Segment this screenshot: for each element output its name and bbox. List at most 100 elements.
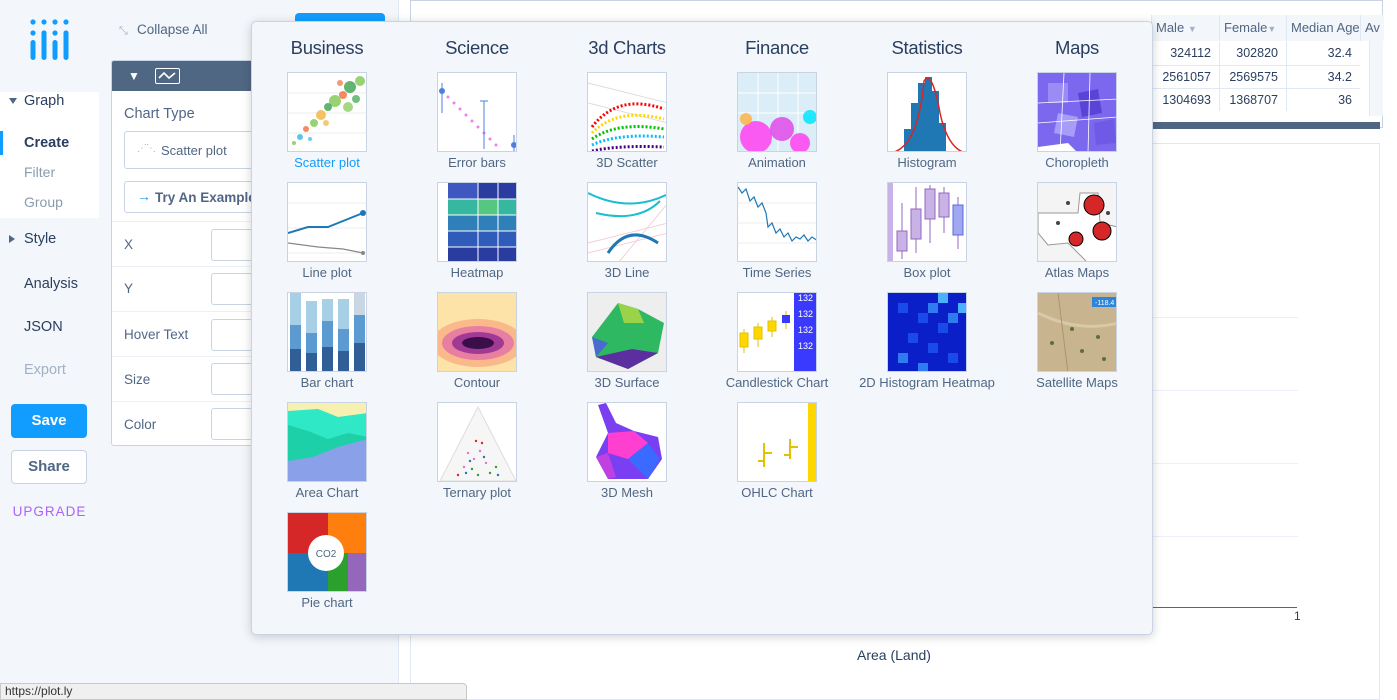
save-button[interactable]: Save	[11, 404, 87, 438]
pie-chart-thumbnail-icon: CO2	[287, 512, 367, 592]
nav-analysis[interactable]: Analysis	[24, 276, 78, 292]
subnav-filter[interactable]: Filter	[24, 164, 56, 180]
field-label-color: Color	[124, 417, 157, 432]
chart-option-atlas-maps[interactable]: Atlas Maps	[1002, 182, 1152, 288]
ternary-plot-thumbnail-icon	[437, 402, 517, 482]
sort-icon: ▼	[1187, 24, 1197, 34]
upgrade-link[interactable]: UPGRADE	[12, 504, 87, 519]
scatter-plot-thumbnail-icon	[287, 72, 367, 152]
nav-json[interactable]: JSON	[24, 319, 63, 335]
header-label: Male	[1156, 20, 1185, 35]
chart-option-label: 3D Mesh	[600, 485, 654, 500]
chart-option-label: Time Series	[742, 265, 812, 280]
chart-option-contour[interactable]: Contour	[402, 292, 552, 398]
chart-option-area-chart[interactable]: Area Chart	[252, 402, 402, 508]
chart-option-candlestick-chart[interactable]: 132 132 132 132 Candlestick Chart	[702, 292, 852, 398]
x-axis-title: Area (Land)	[857, 647, 931, 663]
chart-option-label: Bar chart	[300, 375, 354, 390]
collapse-all-button[interactable]: ⤡ Collapse All	[119, 22, 208, 38]
plotly-logo-icon[interactable]	[26, 18, 72, 62]
nav-graph[interactable]: Graph	[0, 92, 99, 126]
gridline	[1152, 390, 1298, 391]
grid-header-median-age[interactable]: Median Age▼	[1286, 15, 1360, 41]
chart-option-label: Heatmap	[450, 265, 504, 280]
add-trace-button[interactable]	[295, 13, 385, 23]
share-button[interactable]: Share	[11, 450, 87, 484]
caret-down-icon	[9, 98, 17, 104]
chart-option-box-plot[interactable]: Box plot	[852, 182, 1002, 288]
grid-cell[interactable]: 32.4	[1286, 42, 1360, 65]
histogram-thumbnail-icon	[887, 72, 967, 152]
chart-option-animation[interactable]: Animation	[702, 72, 852, 178]
chart-type-value: Scatter plot	[161, 143, 227, 158]
chart-option-line-plot[interactable]: Line plot	[252, 182, 402, 288]
chart-option-choropleth[interactable]: Choropleth	[1002, 72, 1152, 178]
subnav-create[interactable]: Create	[0, 131, 99, 155]
satellite-maps-thumbnail-icon: -118.4	[1037, 292, 1117, 372]
category-business: Business	[290, 37, 364, 58]
grid-cell[interactable]: 36	[1286, 88, 1360, 111]
3d-surface-thumbnail-icon	[587, 292, 667, 372]
header-label: Median Age	[1291, 20, 1360, 35]
chart-option-label: Pie chart	[301, 595, 353, 610]
grid-cell[interactable]: 34.2	[1286, 65, 1360, 88]
trace-line-icon	[155, 68, 180, 84]
grid-cell[interactable]: 2569575	[1219, 65, 1286, 88]
grid-cell[interactable]: 1304693	[1151, 88, 1219, 111]
chart-option-label: Area Chart	[295, 485, 359, 500]
chart-option-error-bars[interactable]: Error bars	[402, 72, 552, 178]
grid-cell[interactable]: 2561057	[1151, 65, 1219, 88]
chart-option-ohlc-chart[interactable]: OHLC Chart	[702, 402, 852, 508]
category-science: Science	[445, 37, 509, 58]
subnav-group[interactable]: Group	[24, 194, 63, 210]
chart-option-label: Error bars	[448, 155, 506, 170]
field-label-x: X	[124, 237, 134, 252]
3d-line-thumbnail-icon	[587, 182, 667, 262]
chart-option-bar-chart[interactable]: Bar chart	[252, 292, 402, 398]
grid-cell[interactable]: 324112	[1151, 42, 1219, 65]
chart-option-pie-chart[interactable]: CO2 Pie chart	[252, 512, 402, 618]
candlestick-badge: 132	[798, 309, 813, 319]
chart-option-histogram[interactable]: Histogram	[852, 72, 1002, 178]
sort-icon: ▼	[1267, 24, 1277, 34]
chart-option-label: Line plot	[302, 265, 352, 280]
chart-option-label: Contour	[453, 375, 501, 390]
chart-option-2d-histogram-heatmap[interactable]: 2D Histogram Heatmap	[852, 292, 1002, 398]
pie-center-label: CO2	[316, 549, 337, 560]
chart-option-heatmap[interactable]: Heatmap	[402, 182, 552, 288]
candlestick-chart-thumbnail-icon: 132 132 132 132	[737, 292, 817, 372]
chart-option-label: Histogram	[897, 155, 957, 170]
chart-option-label: OHLC Chart	[741, 485, 813, 500]
chart-option-satellite-maps[interactable]: -118.4 Satellite Maps	[1002, 292, 1152, 398]
chart-option-3d-line[interactable]: 3D Line	[552, 182, 702, 288]
chart-option-3d-scatter[interactable]: 3D Scatter	[552, 72, 702, 178]
chart-option-label: Animation	[748, 155, 806, 170]
chevron-down-icon[interactable]: ▼	[128, 69, 140, 83]
area-chart-thumbnail-icon	[287, 402, 367, 482]
collapse-all-label: Collapse All	[137, 22, 208, 37]
nav-style[interactable]: Style	[0, 231, 99, 247]
grid-scrollbar[interactable]	[1369, 41, 1383, 116]
grid-header-avg[interactable]: Av	[1360, 15, 1384, 41]
animation-thumbnail-icon	[737, 72, 817, 152]
candlestick-badge: 132	[798, 341, 813, 351]
grid-cell[interactable]: 1368707	[1219, 88, 1286, 111]
chart-option-scatter-plot[interactable]: Scatter plot	[252, 72, 402, 178]
category-maps: Maps	[1054, 37, 1100, 58]
gridline	[1152, 463, 1298, 464]
grid-header-female[interactable]: Female▼	[1219, 15, 1286, 41]
nav-export[interactable]: Export	[24, 362, 66, 378]
chart-option-ternary-plot[interactable]: Ternary plot	[402, 402, 552, 508]
chart-option-label: 3D Line	[604, 265, 650, 280]
chart-option-3d-mesh[interactable]: 3D Mesh	[552, 402, 702, 508]
grid-cell[interactable]: 302820	[1219, 42, 1286, 65]
chart-option-label: 3D Surface	[594, 375, 660, 390]
x-axis-line	[1152, 607, 1297, 608]
grid-header-male[interactable]: Male ▼	[1151, 15, 1219, 41]
contour-thumbnail-icon	[437, 292, 517, 372]
category-statistics: Statistics	[891, 37, 963, 58]
error-bars-thumbnail-icon	[437, 72, 517, 152]
chart-option-3d-surface[interactable]: 3D Surface	[552, 292, 702, 398]
chart-option-time-series[interactable]: Time Series	[702, 182, 852, 288]
